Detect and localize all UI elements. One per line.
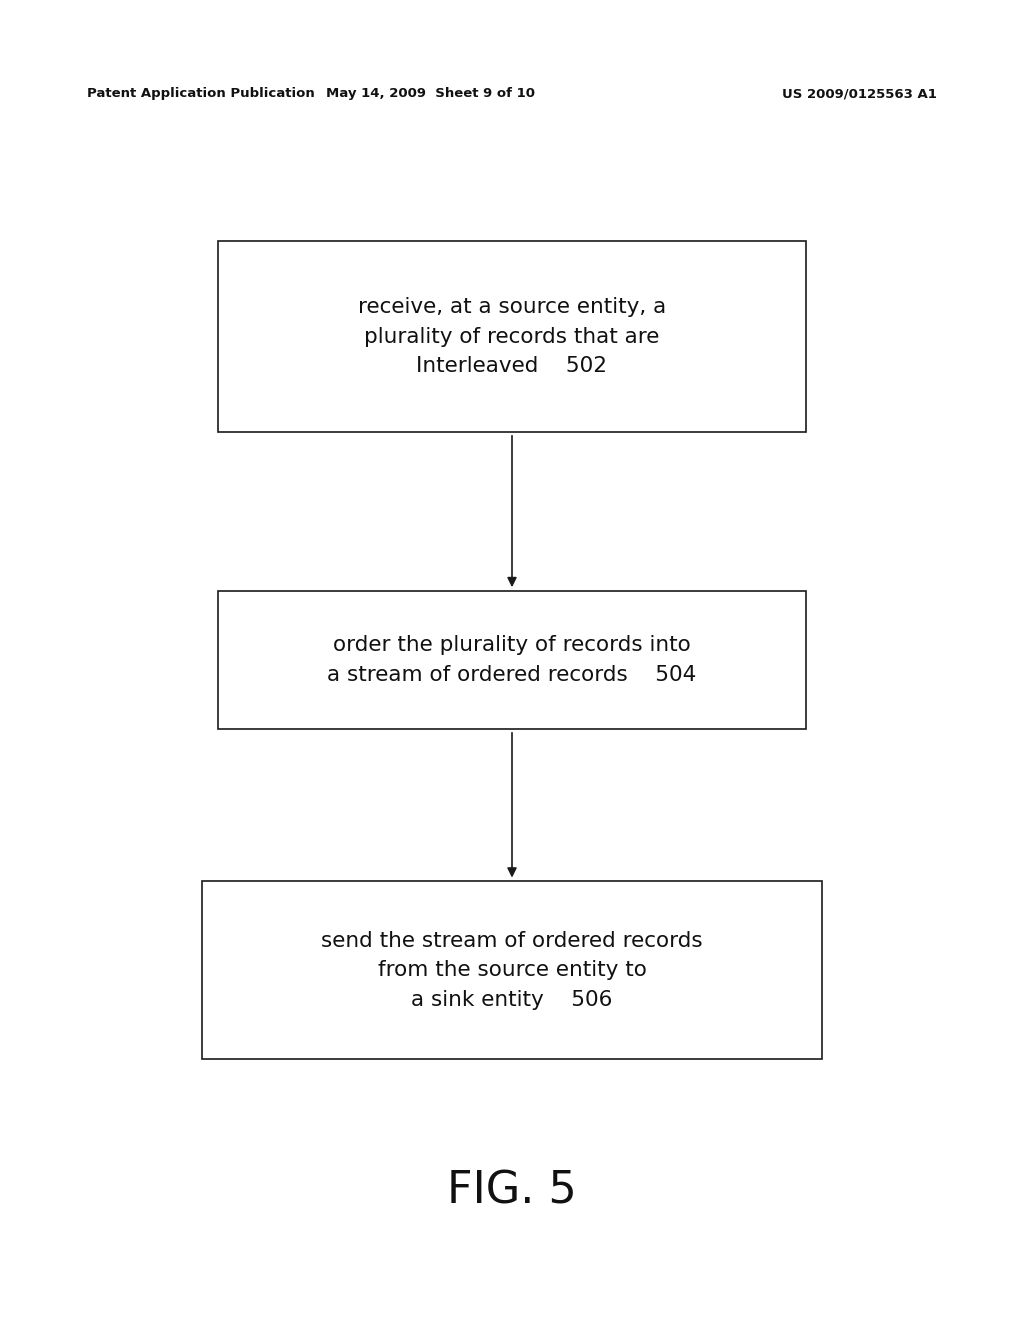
Bar xyxy=(203,882,821,1059)
Text: Patent Application Publication: Patent Application Publication xyxy=(87,87,314,100)
Text: FIG. 5: FIG. 5 xyxy=(447,1170,577,1212)
Text: receive, at a source entity, a
plurality of records that are
Interleaved    502: receive, at a source entity, a plurality… xyxy=(357,297,667,376)
Text: send the stream of ordered records
from the source entity to
a sink entity    50: send the stream of ordered records from … xyxy=(322,931,702,1010)
Text: order the plurality of records into
a stream of ordered records    504: order the plurality of records into a st… xyxy=(328,635,696,685)
Text: May 14, 2009  Sheet 9 of 10: May 14, 2009 Sheet 9 of 10 xyxy=(326,87,535,100)
Text: US 2009/0125563 A1: US 2009/0125563 A1 xyxy=(782,87,937,100)
Bar xyxy=(218,591,807,729)
Bar xyxy=(218,242,807,433)
